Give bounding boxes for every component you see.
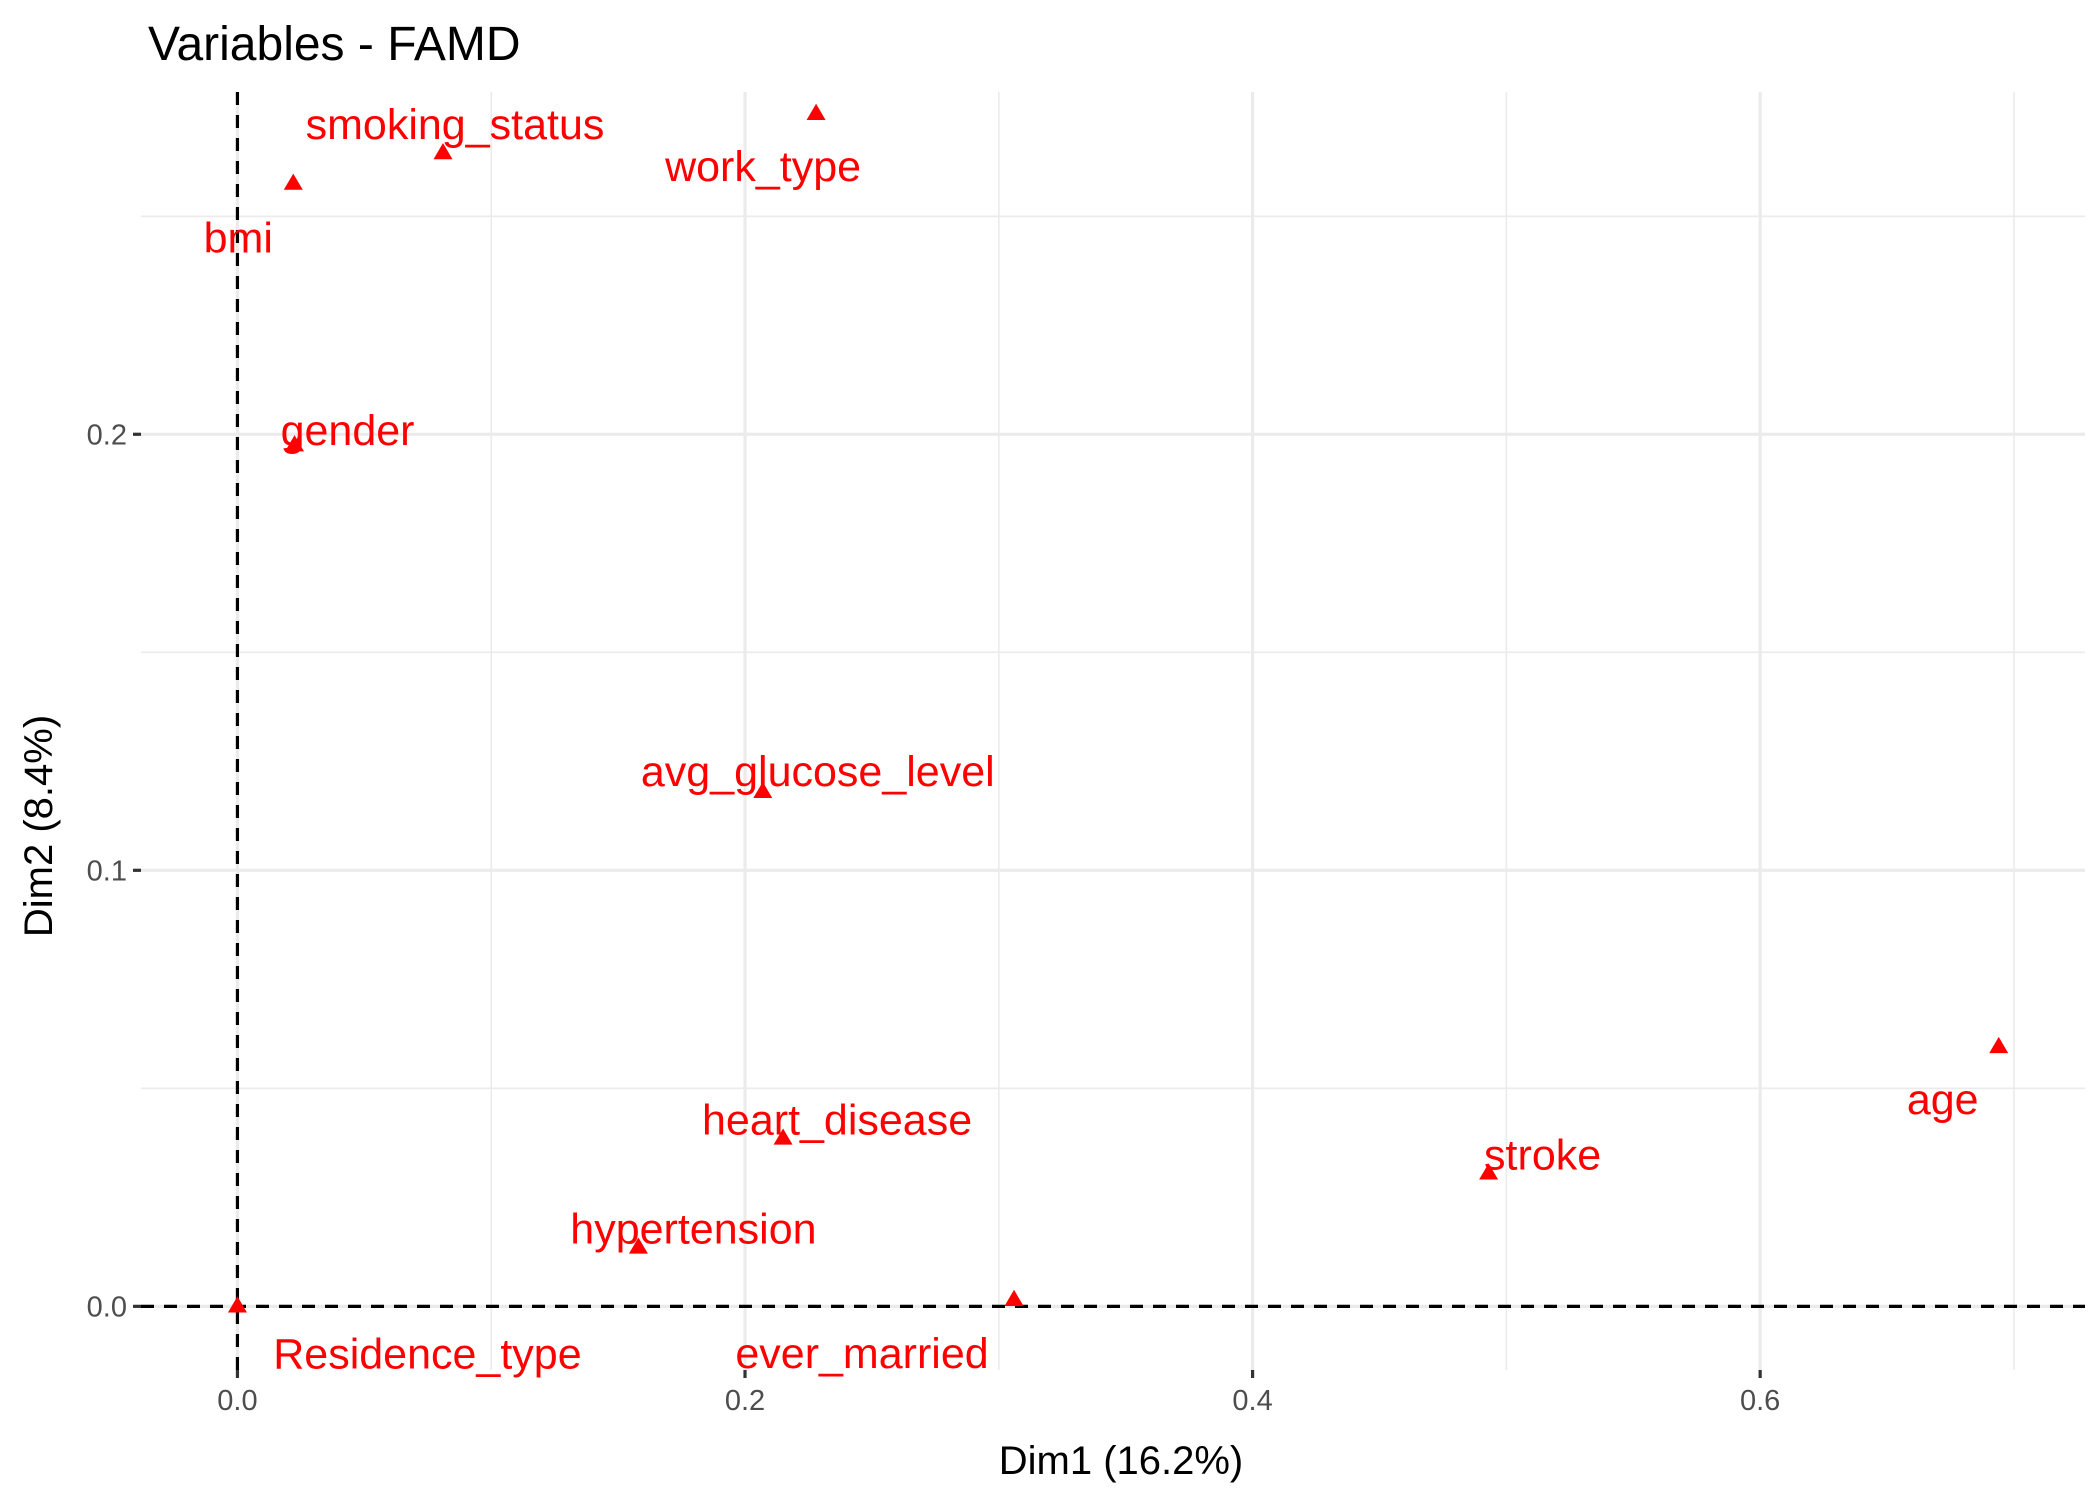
point-marker-hypertension: [628, 1237, 648, 1254]
point-marker-work-type: [806, 103, 826, 121]
point-marker-age: [1989, 1036, 2009, 1054]
y-tick-label: 0.1: [87, 855, 127, 887]
y-tick-label: 0.0: [87, 1291, 127, 1323]
point-label-Residence-type: Residence_type: [273, 1330, 581, 1378]
point-marker-Residence-type: [227, 1296, 247, 1313]
point-marker-stroke: [1479, 1163, 1499, 1180]
point-label-work-type: work_type: [664, 143, 861, 191]
grid: [141, 92, 2085, 1370]
point-marker-bmi: [283, 173, 303, 190]
point-label-smoking-status: smoking_status: [306, 101, 605, 149]
x-axis-title: Dim1 (16.2%): [999, 1439, 1244, 1483]
data-points: [227, 103, 2009, 1313]
point-label-ever-married: ever_married: [735, 1330, 988, 1378]
point-label-age: age: [1907, 1076, 1979, 1124]
chart-title: Variables - FAMD: [148, 18, 521, 71]
point-label-hypertension: hypertension: [570, 1205, 816, 1253]
point-label-avg-glucose-level: avg_glucose_level: [641, 748, 995, 796]
y-axis-title: Dim2 (8.4%): [17, 715, 61, 937]
point-marker-smoking-status: [433, 143, 453, 160]
point-label-bmi: bmi: [204, 215, 273, 263]
point-marker-heart-disease: [773, 1128, 793, 1145]
point-marker-avg-glucose-level: [753, 781, 773, 799]
x-tick-label: 0.0: [217, 1385, 257, 1417]
axes: 0.0 0.2 0.4 0.6 0.0 0.1 0.2: [87, 419, 1781, 1417]
y-tick-label: 0.2: [87, 419, 127, 451]
x-tick-label: 0.6: [1740, 1385, 1780, 1417]
reference-lines: [141, 92, 2085, 1370]
x-tick-label: 0.2: [725, 1385, 765, 1417]
x-tick-label: 0.4: [1232, 1385, 1272, 1417]
point-marker-ever-married: [1004, 1289, 1024, 1306]
point-label-heart-disease: heart_disease: [702, 1096, 972, 1144]
point-label-stroke: stroke: [1484, 1131, 1601, 1179]
point-marker-gender: [285, 435, 305, 452]
point-label-gender: gender: [281, 407, 415, 455]
